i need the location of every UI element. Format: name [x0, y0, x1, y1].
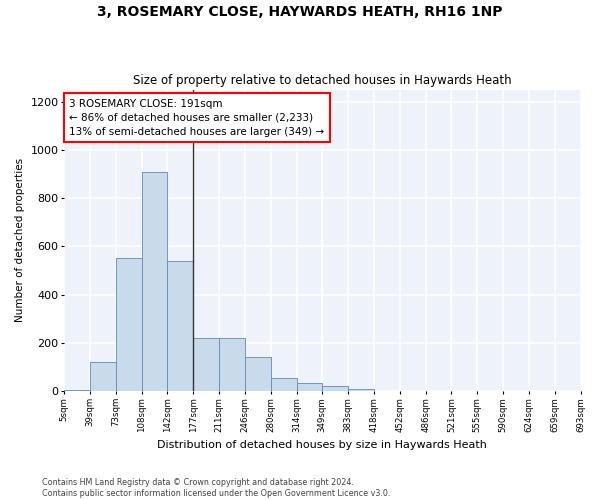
Text: Contains HM Land Registry data © Crown copyright and database right 2024.
Contai: Contains HM Land Registry data © Crown c… [42, 478, 391, 498]
Bar [348, 389, 374, 391]
X-axis label: Distribution of detached houses by size in Haywards Heath: Distribution of detached houses by size … [157, 440, 487, 450]
Bar [193, 338, 219, 391]
Bar [167, 261, 193, 391]
Bar [296, 383, 322, 391]
Title: Size of property relative to detached houses in Haywards Heath: Size of property relative to detached ho… [133, 74, 512, 87]
Bar [64, 390, 90, 391]
Text: 3 ROSEMARY CLOSE: 191sqm
← 86% of detached houses are smaller (2,233)
13% of sem: 3 ROSEMARY CLOSE: 191sqm ← 86% of detach… [70, 98, 325, 136]
Y-axis label: Number of detached properties: Number of detached properties [15, 158, 25, 322]
Bar [245, 358, 271, 391]
Bar [116, 258, 142, 391]
Text: 3, ROSEMARY CLOSE, HAYWARDS HEATH, RH16 1NP: 3, ROSEMARY CLOSE, HAYWARDS HEATH, RH16 … [97, 5, 503, 19]
Bar [219, 338, 245, 391]
Bar [90, 362, 116, 391]
Bar [322, 386, 348, 391]
Bar [271, 378, 296, 391]
Bar [142, 172, 167, 391]
